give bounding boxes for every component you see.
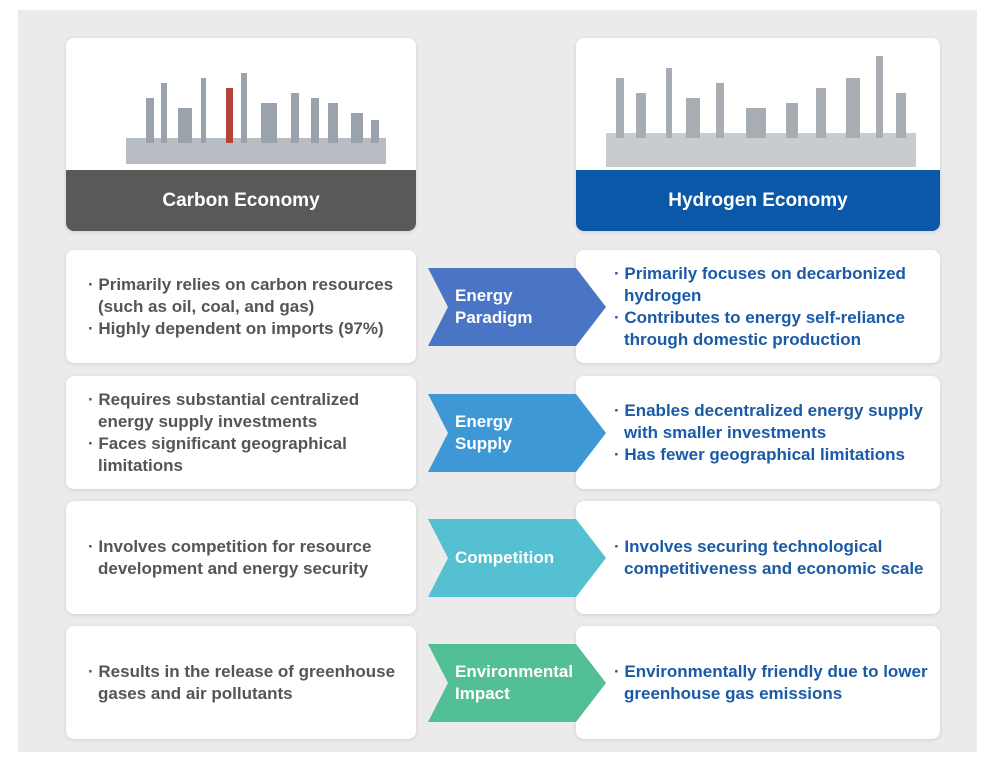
header-label: Carbon Economy	[66, 170, 416, 231]
bullet: · Faces significant geographical limitat…	[88, 433, 406, 477]
bullet: · Environmentally friendly due to lower …	[614, 661, 932, 705]
arrow-label: Energy Supply	[455, 394, 570, 472]
header-card: Hydrogen Economy	[576, 38, 940, 231]
bullet: · Requires substantial centralized energ…	[88, 389, 406, 433]
right-card: · Environmentally friendly due to lower …	[576, 626, 940, 739]
left-card: · Results in the release of greenhouse g…	[66, 626, 416, 739]
header-label: Hydrogen Economy	[576, 170, 940, 231]
bullet: · Involves competition for resource deve…	[88, 536, 406, 580]
arrow-label: Energy Paradigm	[455, 268, 570, 346]
arrow-text: Environmental Impact	[455, 661, 573, 705]
arrow-label: Competition	[455, 519, 570, 597]
right-card: · Involves securing technological compet…	[576, 501, 940, 614]
bullet: · Results in the release of greenhouse g…	[88, 661, 406, 705]
arrow-text: Energy Supply	[455, 411, 570, 455]
bullet: · Primarily relies on carbon resources (…	[88, 274, 406, 318]
left-card: · Primarily relies on carbon resources (…	[66, 250, 416, 363]
header-card: Carbon Economy	[66, 38, 416, 231]
arrow-label: Environmental Impact	[455, 644, 570, 722]
factory-image	[66, 38, 416, 170]
bullet: · Highly dependent on imports (97%)	[88, 318, 406, 340]
bullet: · Enables decentralized energy supply wi…	[614, 400, 932, 444]
page: Carbon Economy Hydrogen Economy · Primar…	[0, 0, 995, 769]
arrow-text: Energy Paradigm	[455, 285, 570, 329]
left-card: · Involves competition for resource deve…	[66, 501, 416, 614]
arrow-text: Competition	[455, 547, 554, 569]
bullet: · Primarily focuses on decarbonized hydr…	[614, 263, 932, 307]
right-card: · Primarily focuses on decarbonized hydr…	[576, 250, 940, 363]
right-card: · Enables decentralized energy supply wi…	[576, 376, 940, 489]
bullet: · Has fewer geographical limitations	[614, 444, 932, 466]
factory-image	[576, 38, 940, 170]
bullet: · Contributes to energy self-reliance th…	[614, 307, 932, 351]
left-card: · Requires substantial centralized energ…	[66, 376, 416, 489]
bullet: · Involves securing technological compet…	[614, 536, 932, 580]
